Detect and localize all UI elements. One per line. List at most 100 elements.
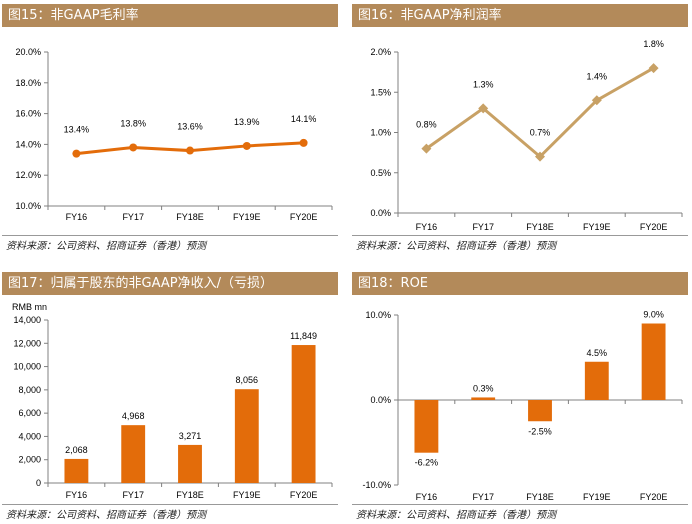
data-label: 0.7% (530, 128, 551, 138)
x-tick-label: FY18E (176, 490, 204, 500)
y-tick-label: 0 (36, 478, 41, 488)
bar (121, 425, 146, 483)
unit-label: RMB mn (12, 302, 47, 312)
y-tick-label: 20.0% (15, 47, 41, 57)
series-line (425, 66, 655, 159)
x-tick-label: FY19E (233, 212, 261, 222)
x-tick-label: FY19E (583, 222, 611, 232)
y-tick-label: 0.0% (370, 208, 391, 218)
data-label: -6.2% (415, 458, 439, 468)
source-divider (352, 504, 688, 505)
y-tick-label: 12.0% (15, 170, 41, 180)
data-label: 11,849 (290, 331, 317, 341)
data-point (186, 146, 194, 155)
data-label: 8,056 (236, 375, 259, 385)
bar (584, 361, 609, 400)
x-tick-label: FY18E (526, 222, 554, 232)
y-tick-label: 10,000 (13, 362, 41, 372)
y-tick-label: 2.0% (370, 47, 391, 57)
data-point (421, 143, 432, 154)
x-tick-label: FY20E (290, 490, 318, 500)
y-tick-label: 14.0% (15, 139, 41, 149)
x-tick-label: FY17 (472, 222, 494, 232)
line-chart-16: 0.0% 0.5% 1.0% 1.5% 2.0% FY16 FY17 FY18E FY19E FY… (370, 39, 683, 232)
bar-chart-18: -10.0% 0.0% 10.0% FY16 FY17 FY18E FY19E FY20E -6… (362, 310, 683, 502)
data-label: 1.4% (587, 71, 608, 81)
x-tick-label: FY16 (66, 212, 88, 222)
data-label: 0.3% (473, 383, 494, 393)
data-label: 4.5% (587, 348, 608, 358)
x-tick-label: FY18E (526, 492, 554, 502)
source-divider (2, 235, 338, 236)
x-tick-label: FY17 (122, 490, 144, 500)
data-label: 13.4% (64, 125, 90, 135)
data-label: 13.8% (120, 118, 146, 128)
data-point (299, 138, 308, 147)
bar (291, 345, 316, 483)
data-label: 9.0% (643, 310, 664, 320)
data-label: 1.8% (643, 39, 664, 49)
bar (471, 397, 496, 400)
data-label: 3,271 (179, 431, 202, 441)
x-tick-label: FY18E (176, 212, 204, 222)
source-note: 资料来源：公司资料、招商证券（香港）预测 (356, 241, 556, 252)
x-tick-label: FY19E (233, 490, 261, 500)
x-tick-label: FY20E (290, 212, 318, 222)
data-point (129, 143, 138, 152)
x-tick-label: FY17 (472, 492, 494, 502)
source-note: 资料来源：公司资料、招商证券（香港）预测 (6, 241, 206, 252)
y-tick-label: 1.5% (370, 87, 391, 97)
data-label: -2.5% (528, 426, 552, 436)
bar (414, 400, 439, 453)
x-tick-label: FY20E (640, 492, 668, 502)
y-tick-label: 2,000 (18, 455, 41, 465)
y-tick-label: 12,000 (13, 338, 41, 348)
x-tick-label: FY20E (640, 222, 668, 232)
y-tick-label: 0.5% (370, 168, 391, 178)
data-point (242, 141, 251, 150)
bar (234, 389, 259, 483)
y-tick-label: 1.0% (370, 128, 391, 138)
line-chart-15: 10.0% 12.0% 14.0% 16.0% 18.0% 20.0% FY16 FY17 FY… (15, 47, 333, 222)
source-note: 资料来源：公司资料、招商证券（香港）预测 (6, 510, 206, 521)
bar (641, 323, 666, 400)
source-divider (2, 504, 338, 505)
x-tick-label: FY19E (583, 492, 611, 502)
bar-chart-17: RMB mn 0 2,000 4,000 6,000 8,000 10,000 12,000 1… (12, 302, 333, 500)
panel-chart-18: 图18：ROE -10.0% 0.0% 10.0% FY16 FY17 FY18E FY19… (352, 272, 688, 522)
data-label: 13.6% (177, 122, 203, 132)
y-tick-label: 4,000 (18, 431, 41, 441)
data-point (648, 63, 659, 74)
data-label: 14.1% (291, 114, 317, 124)
y-tick-label: 0.0% (370, 395, 391, 405)
chart-title-15: 图15：非GAAP毛利率 (2, 4, 338, 27)
data-label: 0.8% (416, 120, 437, 130)
chart-title-17: 图17：归属于股东的非GAAP净收入/（亏损） (2, 272, 338, 295)
x-tick-label: FY16 (416, 222, 438, 232)
chart-title-16: 图16：非GAAP净利润率 (352, 4, 688, 27)
y-tick-label: 10.0% (15, 201, 41, 211)
source-divider (352, 235, 688, 236)
x-tick-label: FY17 (122, 212, 144, 222)
bar (64, 458, 89, 483)
data-label: 13.9% (234, 117, 260, 127)
x-tick-label: FY16 (416, 492, 438, 502)
data-label: 4,968 (122, 411, 145, 421)
data-point (72, 149, 81, 158)
chart-title-18: 图18：ROE (352, 272, 688, 295)
y-tick-label: 10.0% (365, 310, 391, 320)
y-tick-label: 8,000 (18, 385, 41, 395)
data-label: 2,068 (65, 445, 88, 455)
data-point (478, 103, 489, 114)
panel-chart-17: 图17：归属于股东的非GAAP净收入/（亏损） RMB mn 0 2,000 4,00… (2, 272, 338, 522)
panel-chart-16: 图16：非GAAP净利润率 0.0% 0.5% 1.0% 1.5% 2.0% FY16 FY… (352, 4, 688, 254)
panel-chart-15: 图15：非GAAP毛利率 10.0% 12.0% 14.0% 16.0% 18.0% 20… (2, 4, 338, 254)
source-note: 资料来源：公司资料、招商证券（香港）预测 (356, 510, 556, 521)
data-point (535, 151, 545, 162)
bar (178, 444, 202, 483)
y-tick-label: -10.0% (362, 480, 391, 490)
y-tick-label: 14,000 (13, 315, 41, 325)
data-point (591, 95, 602, 106)
y-tick-label: 6,000 (18, 408, 41, 418)
y-tick-label: 16.0% (15, 109, 41, 119)
